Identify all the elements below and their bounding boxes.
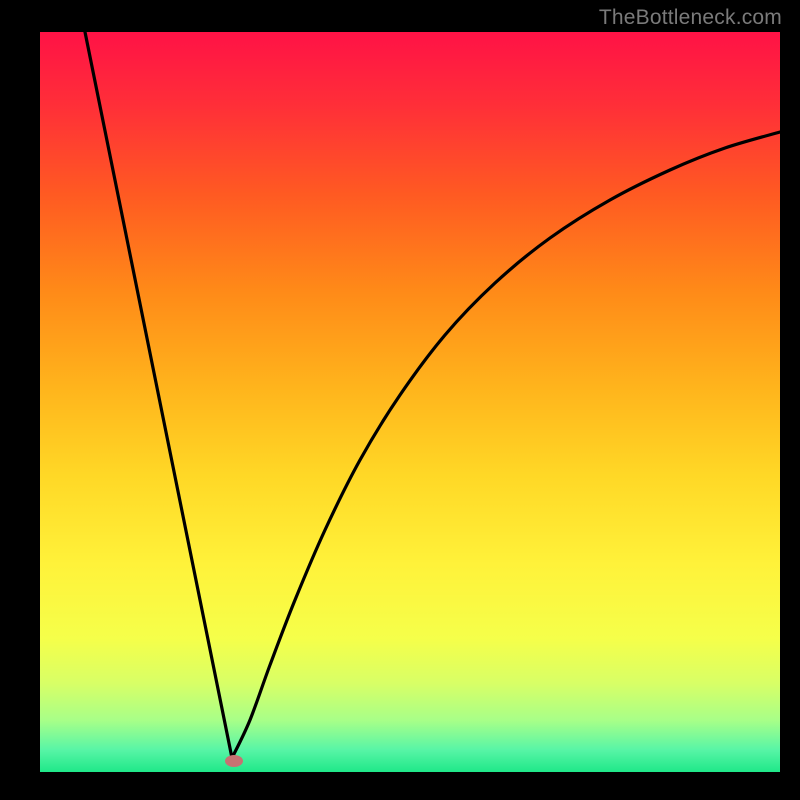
min-marker: [225, 755, 243, 767]
bottleneck-chart: [0, 0, 800, 800]
watermark-text: TheBottleneck.com: [599, 6, 782, 30]
plot-background: [40, 32, 780, 772]
chart-frame: TheBottleneck.com: [0, 0, 800, 800]
